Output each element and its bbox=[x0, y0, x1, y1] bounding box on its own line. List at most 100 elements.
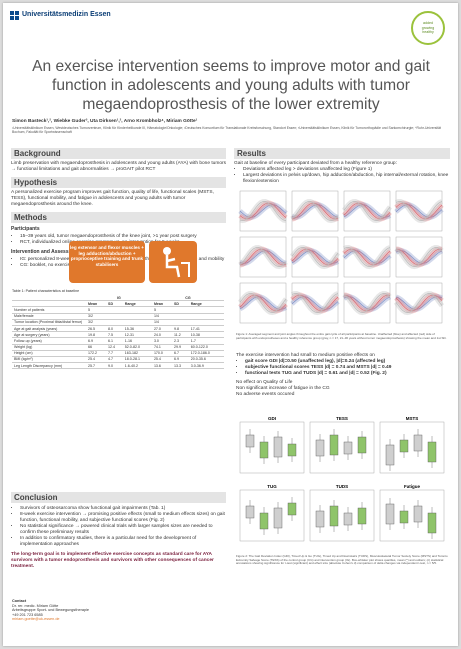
bullet: Largest deviations in pelvis up/down, hi… bbox=[243, 173, 450, 185]
table-row: BMI (kg/m²) 25.4 4.7 18.0-28.1 25.4 6.9 20.0-3… bbox=[12, 356, 224, 364]
curve bbox=[291, 296, 339, 310]
panel-title: TUDS bbox=[336, 484, 348, 489]
table-cell: 26.5 bbox=[86, 325, 107, 333]
curve bbox=[395, 247, 443, 267]
table-cell: 19.8 bbox=[86, 331, 107, 339]
curve bbox=[395, 250, 443, 264]
figure-caption: Figure 2: The Gait Deviation Index (GDI)… bbox=[236, 554, 448, 566]
table-cell: Leg Length Discrepancy (mm) bbox=[12, 362, 86, 370]
table-cell: 25.7 bbox=[86, 362, 107, 370]
table-cell: 6.1 bbox=[106, 337, 123, 345]
box bbox=[315, 439, 325, 457]
bullet: subjective functional scores TESS |d| = … bbox=[245, 365, 448, 371]
table-cell: 6.9 bbox=[86, 337, 107, 345]
curve bbox=[395, 293, 443, 313]
badge: added growing healthy bbox=[411, 11, 445, 45]
table-cell: 8.0 bbox=[106, 325, 123, 333]
box bbox=[329, 434, 339, 456]
box bbox=[385, 503, 395, 525]
table-cell: 27.0 bbox=[151, 325, 172, 333]
paragraph: Gait at baseline of every participant de… bbox=[234, 161, 397, 166]
table-cell: 25.4 bbox=[151, 356, 172, 364]
table-cell: 74.1 bbox=[151, 344, 172, 351]
bullet: functional tests TUG and TUDS |d| = 0.61… bbox=[245, 371, 448, 377]
table-cell: 4.7 bbox=[106, 356, 123, 364]
note: No effect on Quality of Life bbox=[236, 380, 293, 385]
table-cell bbox=[188, 313, 224, 320]
table-cell: 170.0 bbox=[151, 350, 172, 357]
box bbox=[399, 439, 409, 453]
table-cell: 172.0-186.0 bbox=[188, 350, 224, 357]
table-cell: 1-7 bbox=[188, 337, 224, 345]
table-cell: 1/4 bbox=[151, 319, 172, 326]
column-header: Mean bbox=[151, 300, 172, 308]
note: Non significant increase of fatigue in t… bbox=[236, 386, 330, 391]
table-row: Weight (kg) 66 12.4 52.0-82.0 74.1 29.9 60.0-1… bbox=[12, 344, 224, 351]
box bbox=[315, 510, 325, 528]
affiliations: ¹Universitätsklinikum Essen, Westdeutsch… bbox=[12, 126, 441, 135]
bullet: gait score GDI |d|=0.50 (unaffected leg)… bbox=[245, 359, 448, 365]
table-cell: 6.9 bbox=[171, 356, 189, 364]
notes: No effect on Quality of Life Non signific… bbox=[236, 380, 448, 398]
contact-line: Arbeitsgruppe Sport- und Bewegungstherap… bbox=[12, 608, 90, 613]
column-header: SD bbox=[171, 300, 189, 308]
group-header: CG bbox=[151, 295, 224, 302]
table-cell: 163-182 bbox=[122, 350, 152, 357]
plot-frame bbox=[239, 190, 287, 232]
table-cell: 13.6 bbox=[151, 362, 172, 370]
column-header: Mean bbox=[86, 300, 107, 308]
table-cell: 25.4 bbox=[86, 356, 107, 364]
curve bbox=[239, 204, 287, 218]
box bbox=[287, 502, 297, 516]
curve bbox=[291, 201, 339, 221]
curve bbox=[239, 250, 287, 264]
bullet: CG: booklet, no exercise intervention bbox=[20, 263, 226, 269]
table-cell: 18.0-28.1 bbox=[122, 356, 152, 364]
effects: The exercise intervention had small to m… bbox=[236, 353, 448, 398]
bold-statement: The long-term goal is to implement effec… bbox=[11, 552, 214, 569]
bullet: Survivors of osteosarcoma show functiona… bbox=[20, 506, 226, 512]
table-cell: 11.2 bbox=[171, 331, 189, 339]
box bbox=[343, 441, 353, 455]
curve bbox=[395, 204, 443, 218]
table-cell: 7.5 bbox=[106, 331, 123, 339]
subheading: Participants bbox=[11, 226, 40, 232]
curve bbox=[395, 248, 443, 266]
table-cell: 1.6-40.2 bbox=[122, 362, 152, 370]
right-column: Results Gait at baseline of every partic… bbox=[234, 148, 450, 185]
box bbox=[245, 505, 255, 519]
section-heading: Hypothesis bbox=[11, 177, 226, 188]
curve bbox=[291, 293, 339, 313]
list: gait score GDI |d|=0.50 (unaffected leg)… bbox=[236, 359, 448, 377]
table: IG CG Mean SD Range Mean SD Range Number of pati… bbox=[12, 295, 224, 370]
table-cell: Number of patients bbox=[12, 306, 86, 314]
panel-title: TUG bbox=[267, 484, 277, 489]
table-cell: 9.8 bbox=[171, 325, 189, 333]
curve bbox=[343, 202, 391, 220]
box bbox=[357, 507, 367, 525]
logo-icon bbox=[10, 11, 19, 20]
note: No adverse events occured bbox=[236, 392, 295, 397]
table-cell: Tumor location (Proximal tibia/distal fe… bbox=[12, 319, 86, 326]
table-cell: 6.7 bbox=[171, 350, 189, 357]
table-cell bbox=[188, 306, 224, 314]
table-cell bbox=[188, 319, 224, 326]
table-cell: 172.2 bbox=[86, 350, 107, 357]
table-cell bbox=[122, 306, 152, 314]
table-cell: Height (cm) bbox=[12, 350, 86, 357]
table-cell: 13.3 bbox=[171, 362, 189, 370]
column-header: Range bbox=[122, 300, 152, 308]
curve bbox=[239, 248, 287, 266]
box bbox=[259, 441, 269, 459]
table-cell: 60.0-122.0 bbox=[188, 344, 224, 351]
table-row: Age at surgery (years) 19.8 7.5 12-31 24.0 11… bbox=[12, 331, 224, 339]
curve bbox=[239, 293, 287, 313]
box bbox=[287, 443, 297, 457]
box bbox=[413, 434, 423, 452]
table-cell: BMI (kg/m²) bbox=[12, 356, 86, 364]
bullet: Deviations affected leg > deviations una… bbox=[243, 167, 450, 173]
paragraph: A personalized exercise program improves… bbox=[11, 190, 214, 207]
box bbox=[343, 512, 353, 526]
contact: Contact Dr. rer. medic. Miriam Götte Arb… bbox=[12, 599, 89, 622]
